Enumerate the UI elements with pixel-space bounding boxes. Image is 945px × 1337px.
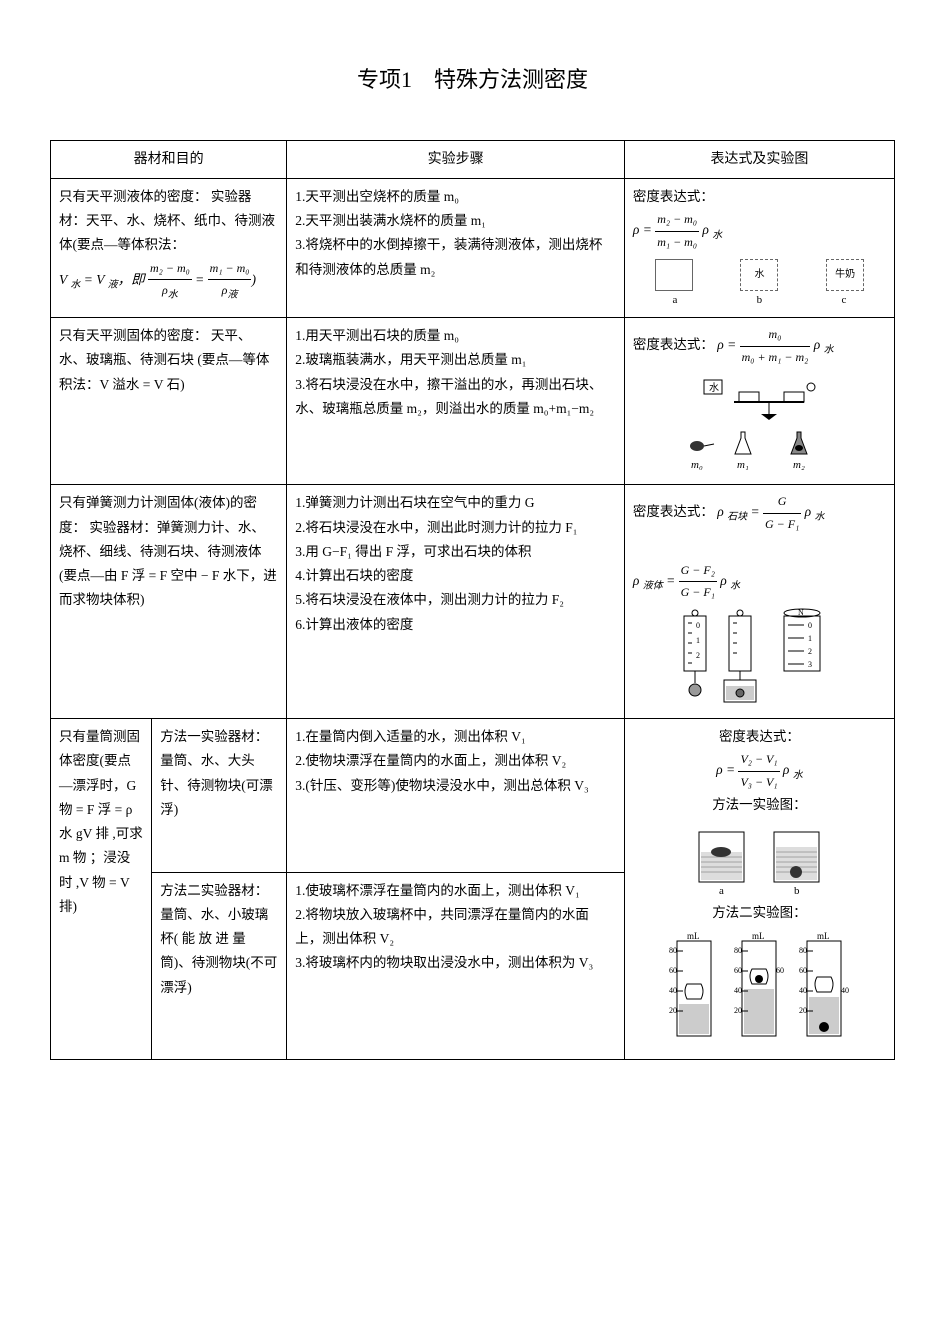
- row4-m2-step1: 1.使玻璃杯漂浮在量筒内的水面上，测出体积 V₁: [295, 879, 616, 903]
- row1-equip-text: 只有天平测液体的密度： 实验器材：天平、水、烧杯、纸巾、待测液体(要点—等体积法…: [59, 189, 275, 253]
- row4-m1-step1: 1.在量筒内倒入适量的水，测出体积 V₁: [295, 725, 616, 749]
- row1-expression: 密度表达式： ρ = m₂ − m₀m₁ − m₀ ρ 水 水 牛奶 a b c: [624, 178, 894, 317]
- header-steps: 实验步骤: [287, 140, 625, 178]
- row1-step1: 1.天平测出空烧杯的质量 m₀: [295, 185, 616, 209]
- row3-step1: 1.弹簧测力计测出石块在空气中的重力 G: [295, 491, 616, 515]
- svg-text:3: 3: [808, 660, 812, 669]
- row3-expr-formula1: ρ 石块 = GG − F₁ ρ 水: [717, 504, 824, 519]
- row1-lbl-c: c: [841, 291, 846, 311]
- beaker-b-icon: 水: [740, 259, 778, 291]
- row2-expr-label: 密度表达式：: [633, 337, 714, 352]
- density-methods-table: 器材和目的 实验步骤 表达式及实验图 只有天平测液体的密度： 实验器材：天平、水…: [50, 140, 895, 1060]
- row3-step3: 3.用 G−F₁ 得出 F 浮，可求出石块的体积: [295, 540, 616, 564]
- row4-expression: 密度表达式： ρ = V₂ − V₁V₃ − V₁ ρ 水 方法一实验图：: [624, 718, 894, 1059]
- row1-steps: 1.天平测出空烧杯的质量 m₀ 2.天平测出装满水烧杯的质量 m₁ 3.将烧杯中…: [287, 178, 625, 317]
- svg-text:m₂: m₂: [793, 459, 805, 471]
- svg-text:60: 60: [799, 966, 807, 975]
- row4-m1-steps: 1.在量筒内倒入适量的水，测出体积 V₁ 2.使物块漂浮在量筒内的水面上，测出体…: [287, 718, 625, 872]
- row2-steps: 1.用天平测出石块的质量 m₀ 2.玻璃瓶装满水，用天平测出总质量 m₁ 3.将…: [287, 318, 625, 485]
- svg-text:b: b: [794, 885, 800, 897]
- row4-m2-step3: 3.将玻璃杯内的物块取出浸没水中，测出体积为 V₃: [295, 951, 616, 975]
- row2-step2: 2.玻璃瓶装满水，用天平测出总质量 m₁: [295, 348, 616, 372]
- row2-step3: 3.将石块浸没在水中，擦干溢出的水，再测出石块、水、玻璃瓶总质量 m₂，则溢出水…: [295, 373, 616, 422]
- row4-m2-step2: 2.将物块放入玻璃杯中，共同漂浮在量筒内的水面上，测出体积 V₂: [295, 903, 616, 952]
- row3-expr-label: 密度表达式：: [633, 504, 714, 519]
- header-equipment: 器材和目的: [51, 140, 287, 178]
- svg-text:0: 0: [808, 621, 812, 630]
- row3-expression: 密度表达式： ρ 石块 = GG − F₁ ρ 水 ρ 液体 = G − F₂G…: [624, 485, 894, 719]
- row1-equipment: 只有天平测液体的密度： 实验器材：天平、水、烧杯、纸巾、待测液体(要点—等体积法…: [51, 178, 287, 317]
- row1-step2: 2.天平测出装满水烧杯的质量 m₁: [295, 209, 616, 233]
- row3-step6: 6.计算出液体的密度: [295, 613, 616, 637]
- svg-text:40: 40: [669, 986, 677, 995]
- row4-equipment-main: 只有量筒测固体密度(要点—漂浮时，G 物 = F 浮 = ρ 水 gV 排 ,可…: [51, 718, 152, 1059]
- svg-text:mL: mL: [752, 931, 765, 941]
- svg-text:80: 80: [734, 946, 742, 955]
- header-expression: 表达式及实验图: [624, 140, 894, 178]
- row4-expr-formula: ρ = V₂ − V₁V₃ − V₁ ρ 水: [633, 749, 886, 793]
- row1-expr-label: 密度表达式：: [633, 185, 886, 209]
- svg-text:20: 20: [799, 1006, 807, 1015]
- page-title: 专项1 特殊方法测密度: [50, 60, 895, 100]
- row4-method1: 方法一实验器材：量筒、水、大头针、待测物块(可漂浮): [152, 718, 287, 872]
- svg-text:mL: mL: [687, 931, 700, 941]
- svg-text:2: 2: [696, 651, 700, 660]
- row1-labels: a b c: [633, 291, 886, 311]
- row1-lbl-a: a: [673, 291, 678, 311]
- row3-equipment: 只有弹簧测力计测固体(液体)的密度： 实验器材：弹簧测力计、水、烧杯、细线、待测…: [51, 485, 287, 719]
- row1-diagram: 水 牛奶: [633, 259, 886, 291]
- svg-text:2: 2: [808, 647, 812, 656]
- method1-beakers-icon: a b: [679, 822, 839, 897]
- svg-text:mL: mL: [817, 931, 830, 941]
- bottles-icon: m₀ m₁ m₂: [679, 426, 839, 474]
- svg-text:80: 80: [669, 946, 677, 955]
- beaker-a-icon: [655, 259, 693, 291]
- row2-equipment: 只有天平测固体的密度： 天平、水、玻璃瓶、待测石块 (要点—等体积法：V 溢水 …: [51, 318, 287, 485]
- row4-method2: 方法二实验器材：量筒、水、小玻璃杯( 能 放 进 量 筒)、待测物块(不可漂浮): [152, 872, 287, 1059]
- svg-text:60: 60: [669, 966, 677, 975]
- method2-cylinders-icon: mL 80 60 40 20 mL 80: [659, 929, 859, 1049]
- svg-text:40: 40: [734, 986, 742, 995]
- svg-text:1: 1: [696, 636, 700, 645]
- row1-expr-formula: ρ = m₂ − m₀m₁ − m₀ ρ 水: [633, 209, 886, 253]
- row2-expression: 密度表达式： ρ = m₀m₀ + m₁ − m₂ ρ 水 水: [624, 318, 894, 485]
- row4-fig1-label: 方法一实验图：: [633, 793, 886, 817]
- svg-text:40: 40: [799, 986, 807, 995]
- row3-steps: 1.弹簧测力计测出石块在空气中的重力 G 2.将石块浸没在水中，测出此时测力计的…: [287, 485, 625, 719]
- row4-m1-step2: 2.使物块漂浮在量筒内的水面上，测出体积 V₂: [295, 749, 616, 773]
- svg-text:m₀: m₀: [691, 459, 703, 471]
- svg-text:1: 1: [808, 634, 812, 643]
- svg-text:m₁: m₁: [737, 459, 749, 471]
- row3-step5: 5.将石块浸没在液体中，测出测力计的拉力 F₂: [295, 588, 616, 612]
- svg-text:水: 水: [709, 382, 719, 394]
- row4-m1-step3: 3.(针压、变形等)使物块浸没水中，测出总体积 V₃: [295, 774, 616, 798]
- row1-step3: 3.将烧杯中的水倒掉擦干，装满待测液体，测出烧杯和待测液体的总质量 m₂: [295, 233, 616, 282]
- svg-text:80: 80: [799, 946, 807, 955]
- spring-scale-icon: 0 1 2 N 0 1: [674, 608, 844, 708]
- row3-step2: 2.将石块浸没在水中，测出此时测力计的拉力 F₁: [295, 516, 616, 540]
- beaker-c-icon: 牛奶: [826, 259, 864, 291]
- svg-text:20: 20: [734, 1006, 742, 1015]
- row2-step1: 1.用天平测出石块的质量 m₀: [295, 324, 616, 348]
- row4-fig2-label: 方法二实验图：: [633, 901, 886, 925]
- row3-expr-formula2: ρ 液体 = G − F₂G − F₁ ρ 水: [633, 573, 740, 588]
- row3-step4: 4.计算出石块的密度: [295, 564, 616, 588]
- row4-expr-label: 密度表达式：: [633, 725, 886, 749]
- svg-text:60: 60: [776, 966, 784, 975]
- balance-scale-icon: 水: [689, 372, 829, 422]
- row1-formula: V 水 = V 液，即 m₂ − m₀ρ水 = m₁ − m₀ρ液): [59, 272, 256, 287]
- svg-text:40: 40: [841, 986, 849, 995]
- row4-m2-steps: 1.使玻璃杯漂浮在量筒内的水面上，测出体积 V₁ 2.将物块放入玻璃杯中，共同漂…: [287, 872, 625, 1059]
- svg-text:60: 60: [734, 966, 742, 975]
- svg-text:0: 0: [696, 621, 700, 630]
- svg-text:a: a: [719, 885, 724, 897]
- row2-expr-formula: ρ = m₀m₀ + m₁ − m₂ ρ 水: [717, 337, 833, 352]
- svg-text:N: N: [798, 608, 804, 617]
- row1-lbl-b: b: [757, 291, 763, 311]
- svg-text:20: 20: [669, 1006, 677, 1015]
